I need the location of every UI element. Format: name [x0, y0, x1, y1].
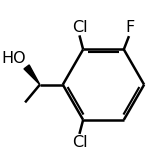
Text: F: F — [125, 20, 134, 35]
Polygon shape — [24, 65, 40, 85]
Text: Cl: Cl — [72, 20, 87, 35]
Text: HO: HO — [1, 51, 26, 66]
Text: Cl: Cl — [72, 135, 87, 150]
